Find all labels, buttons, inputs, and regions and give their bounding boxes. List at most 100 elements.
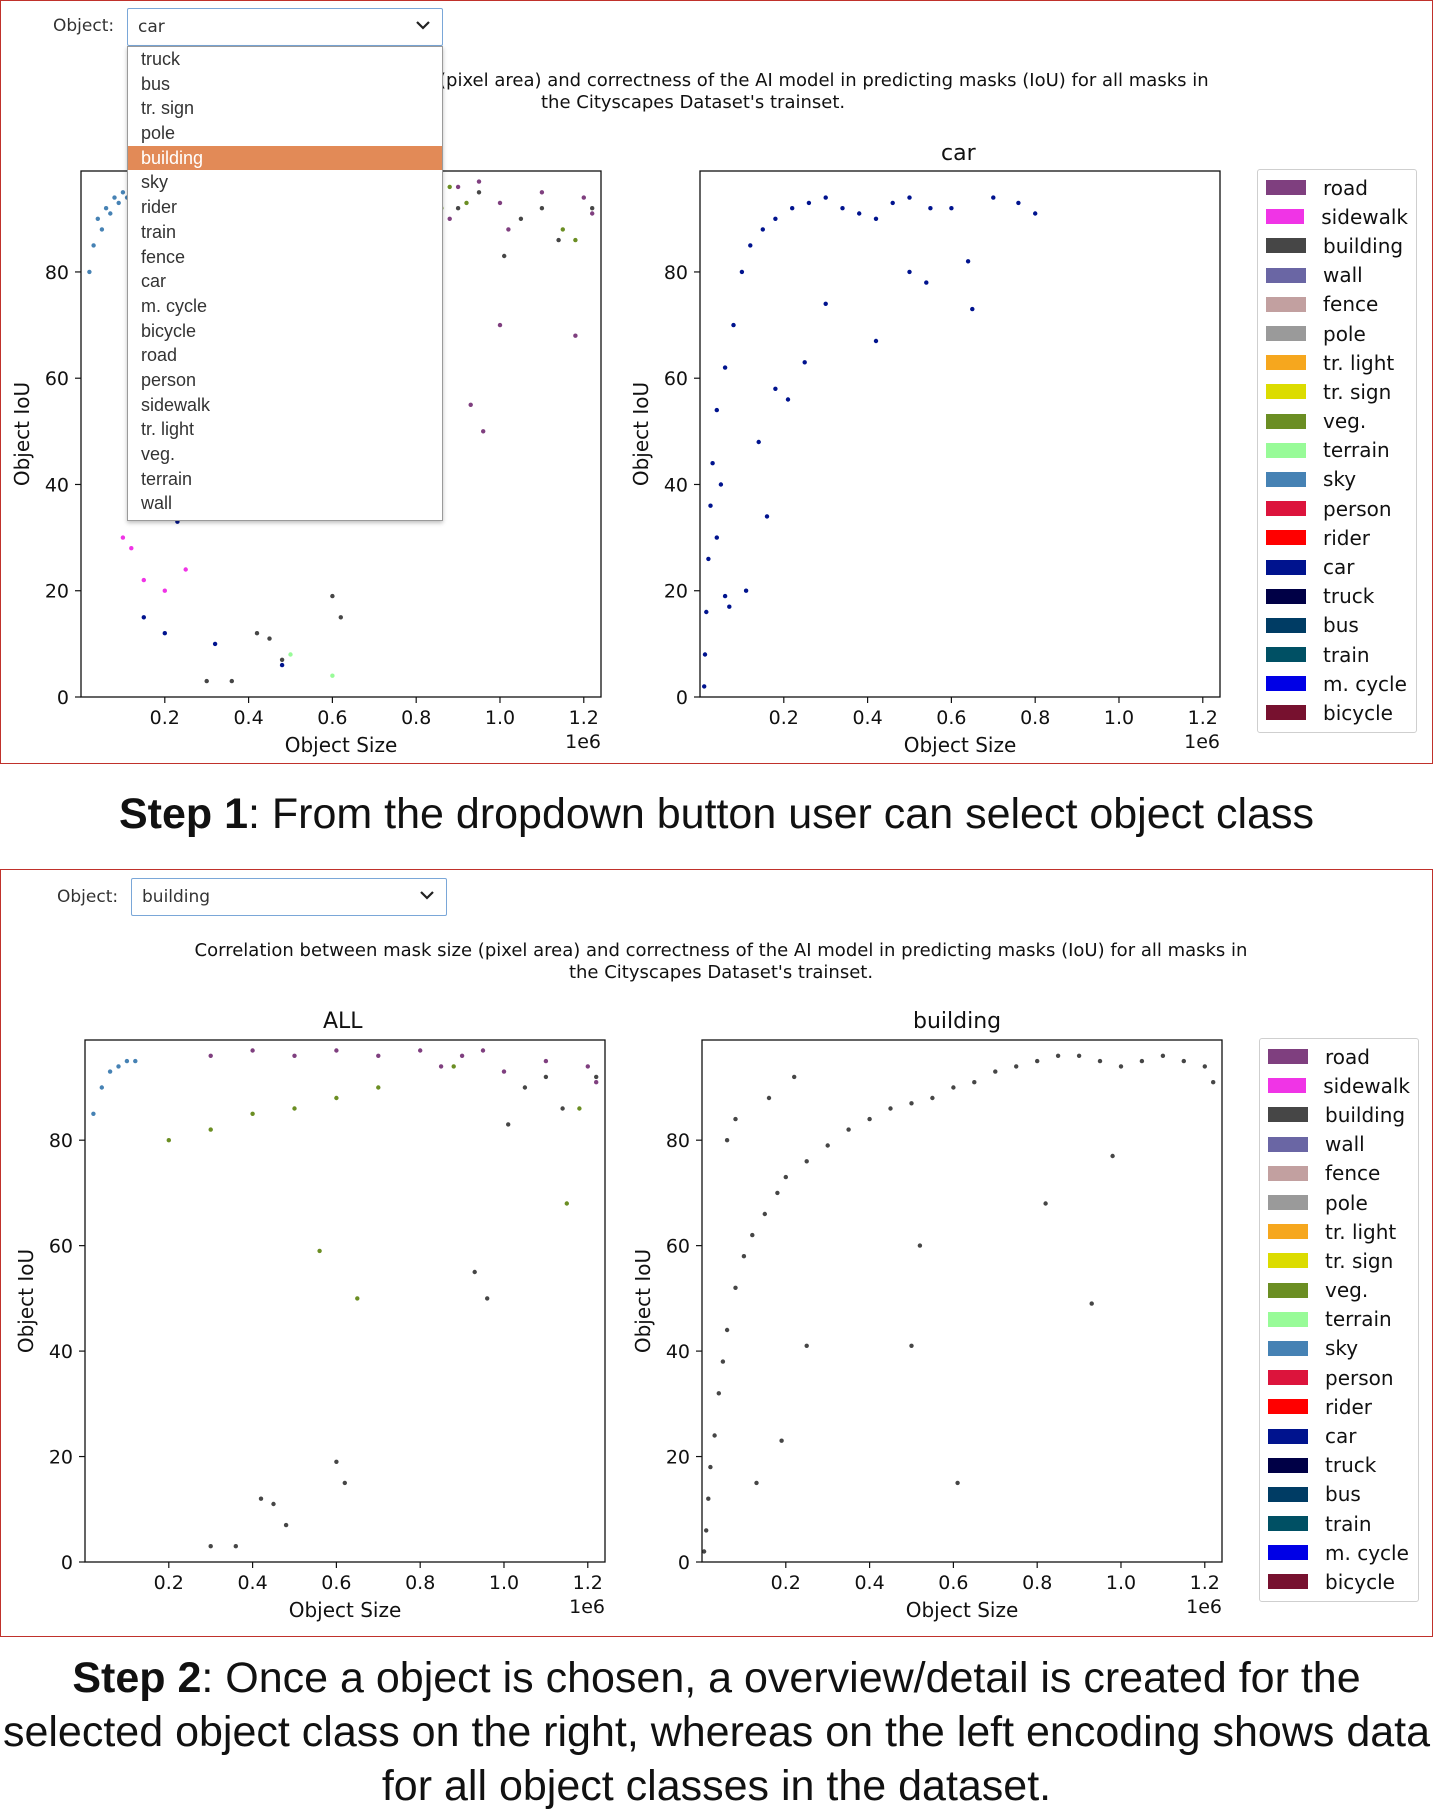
dropdown-option[interactable]: person: [141, 369, 197, 390]
step2-caption-text: : Once a object is chosen, a overview/de…: [2, 1654, 1431, 1810]
scatter-point: [116, 200, 121, 206]
y-tick-label: 20: [45, 581, 69, 603]
legend-item: wall: [1268, 1130, 1410, 1159]
y-tick-label: 40: [666, 1341, 690, 1363]
detail-chart-title: car: [941, 141, 976, 166]
scatter-point: [330, 673, 335, 678]
y-tick-label: 20: [49, 1447, 73, 1469]
dropdown-option[interactable]: wall: [141, 493, 173, 514]
legend-swatch: [1268, 1516, 1308, 1532]
scatter-point: [1016, 200, 1021, 206]
scatter-point: [917, 1243, 923, 1248]
scatter-point: [258, 1496, 264, 1501]
object-select[interactable]: car: [127, 8, 443, 46]
legend-swatch: [1266, 238, 1306, 254]
dropdown-option[interactable]: sky: [141, 172, 168, 193]
scatter-point: [907, 195, 912, 200]
scatter-point: [762, 1211, 767, 1217]
scatter-point: [722, 593, 728, 599]
y-axis-label: Object IoU: [10, 382, 34, 486]
x-tick-label: 1.0: [1106, 1572, 1136, 1594]
dropdown-option[interactable]: truck: [141, 49, 181, 69]
scatter-point: [506, 1122, 511, 1127]
scatter-point: [823, 301, 828, 306]
scatter-point: [1055, 1053, 1061, 1058]
legend-label: bicycle: [1323, 700, 1393, 725]
scatter-point: [229, 678, 234, 684]
dropdown-option[interactable]: pole: [141, 123, 176, 144]
scatter-point: [716, 1391, 721, 1396]
dropdown-option[interactable]: train: [141, 221, 177, 242]
scatter-point: [376, 1085, 381, 1090]
object-select-value: car: [138, 17, 165, 37]
scatter-point: [840, 206, 845, 211]
legend-swatch: [1268, 1545, 1308, 1561]
object-dropdown-list[interactable]: truck bus tr. sign pole building sky rider trai…: [127, 46, 443, 521]
scatter-point: [103, 206, 109, 211]
scatter-point: [708, 1464, 713, 1470]
x-tick-label: 0.2: [154, 1572, 184, 1594]
overview-chart-title: ALL: [323, 1009, 363, 1034]
dropdown-option[interactable]: tr. light: [141, 419, 195, 440]
y-tick-label: 60: [666, 1236, 690, 1258]
legend-swatch: [1266, 413, 1306, 429]
legend-label: sky: [1323, 467, 1357, 492]
legend-item: bus: [1266, 611, 1408, 640]
legend-swatch: [1268, 1253, 1308, 1269]
legend-label: m. cycle: [1325, 1540, 1409, 1565]
legend-item: tr. light: [1266, 348, 1408, 377]
scatter-point: [204, 678, 209, 684]
dropdown-option[interactable]: bicycle: [141, 320, 197, 341]
overview-scatter-chart: 0.2 0.4 0.6 0.8 1.0 1.2 0 20 40 60 80 Object Size 1e…: [10, 170, 602, 757]
dropdown-option[interactable]: building: [128, 145, 442, 171]
scatter-point: [95, 216, 101, 221]
legend-swatch: [1266, 559, 1306, 575]
legend-item: truck: [1266, 582, 1408, 611]
dropdown-option[interactable]: m. cycle: [141, 295, 208, 316]
legend-label: veg.: [1325, 1278, 1369, 1303]
scatter-point: [539, 206, 545, 211]
dropdown-option[interactable]: bus: [141, 73, 171, 94]
dropdown-option[interactable]: veg.: [141, 444, 176, 464]
scatter-point: [790, 206, 795, 211]
scatter-point: [573, 237, 578, 243]
x-axis-label: Object Size: [285, 733, 398, 757]
scatter-point: [928, 206, 933, 211]
dropdown-option[interactable]: tr. sign: [141, 98, 195, 119]
scatter-point: [1033, 211, 1038, 216]
y-tick-label: 40: [45, 474, 69, 496]
scatter-point: [873, 216, 879, 221]
legend-label: building: [1325, 1102, 1406, 1127]
scatter-point: [775, 1190, 780, 1196]
object-select[interactable]: building: [131, 878, 447, 916]
legend-item: sky: [1268, 1334, 1410, 1363]
dropdown-option[interactable]: road: [141, 345, 178, 366]
scatter-point: [972, 1080, 977, 1085]
dropdown-option[interactable]: fence: [141, 246, 186, 267]
legend-item: bicycle: [1266, 698, 1408, 727]
dropdown-option[interactable]: rider: [141, 197, 178, 218]
scatter-point: [909, 1101, 914, 1106]
legend-swatch: [1268, 1457, 1308, 1473]
dropdown-option[interactable]: terrain: [141, 468, 193, 489]
legend-item: road: [1268, 1042, 1410, 1071]
scatter-point: [748, 243, 753, 248]
dropdown-option[interactable]: car: [141, 271, 167, 292]
dropdown-option[interactable]: sidewalk: [141, 394, 211, 415]
scatter-point: [706, 1496, 711, 1501]
scatter-point: [1014, 1064, 1019, 1069]
legend-label: pole: [1323, 321, 1366, 346]
scatter-point: [522, 1085, 528, 1090]
scatter-point: [292, 1106, 297, 1111]
legend-swatch: [1266, 501, 1306, 517]
scatter-point: [724, 1327, 730, 1333]
scatter-point: [733, 1285, 738, 1290]
x-tick-label: 0.6: [938, 1572, 968, 1594]
y-tick-label: 80: [664, 262, 688, 284]
detail-scatter-chart: 0.2 0.4 0.6 0.8 1.0 1.2 0 20 40 60 80 Object Size 1e…: [631, 1039, 1223, 1622]
x-tick-label: 1.2: [569, 707, 599, 729]
scatter-point: [594, 1074, 599, 1080]
scatter-point: [459, 1053, 465, 1058]
scatter-point: [162, 631, 167, 636]
object-label: Object:: [53, 16, 115, 36]
